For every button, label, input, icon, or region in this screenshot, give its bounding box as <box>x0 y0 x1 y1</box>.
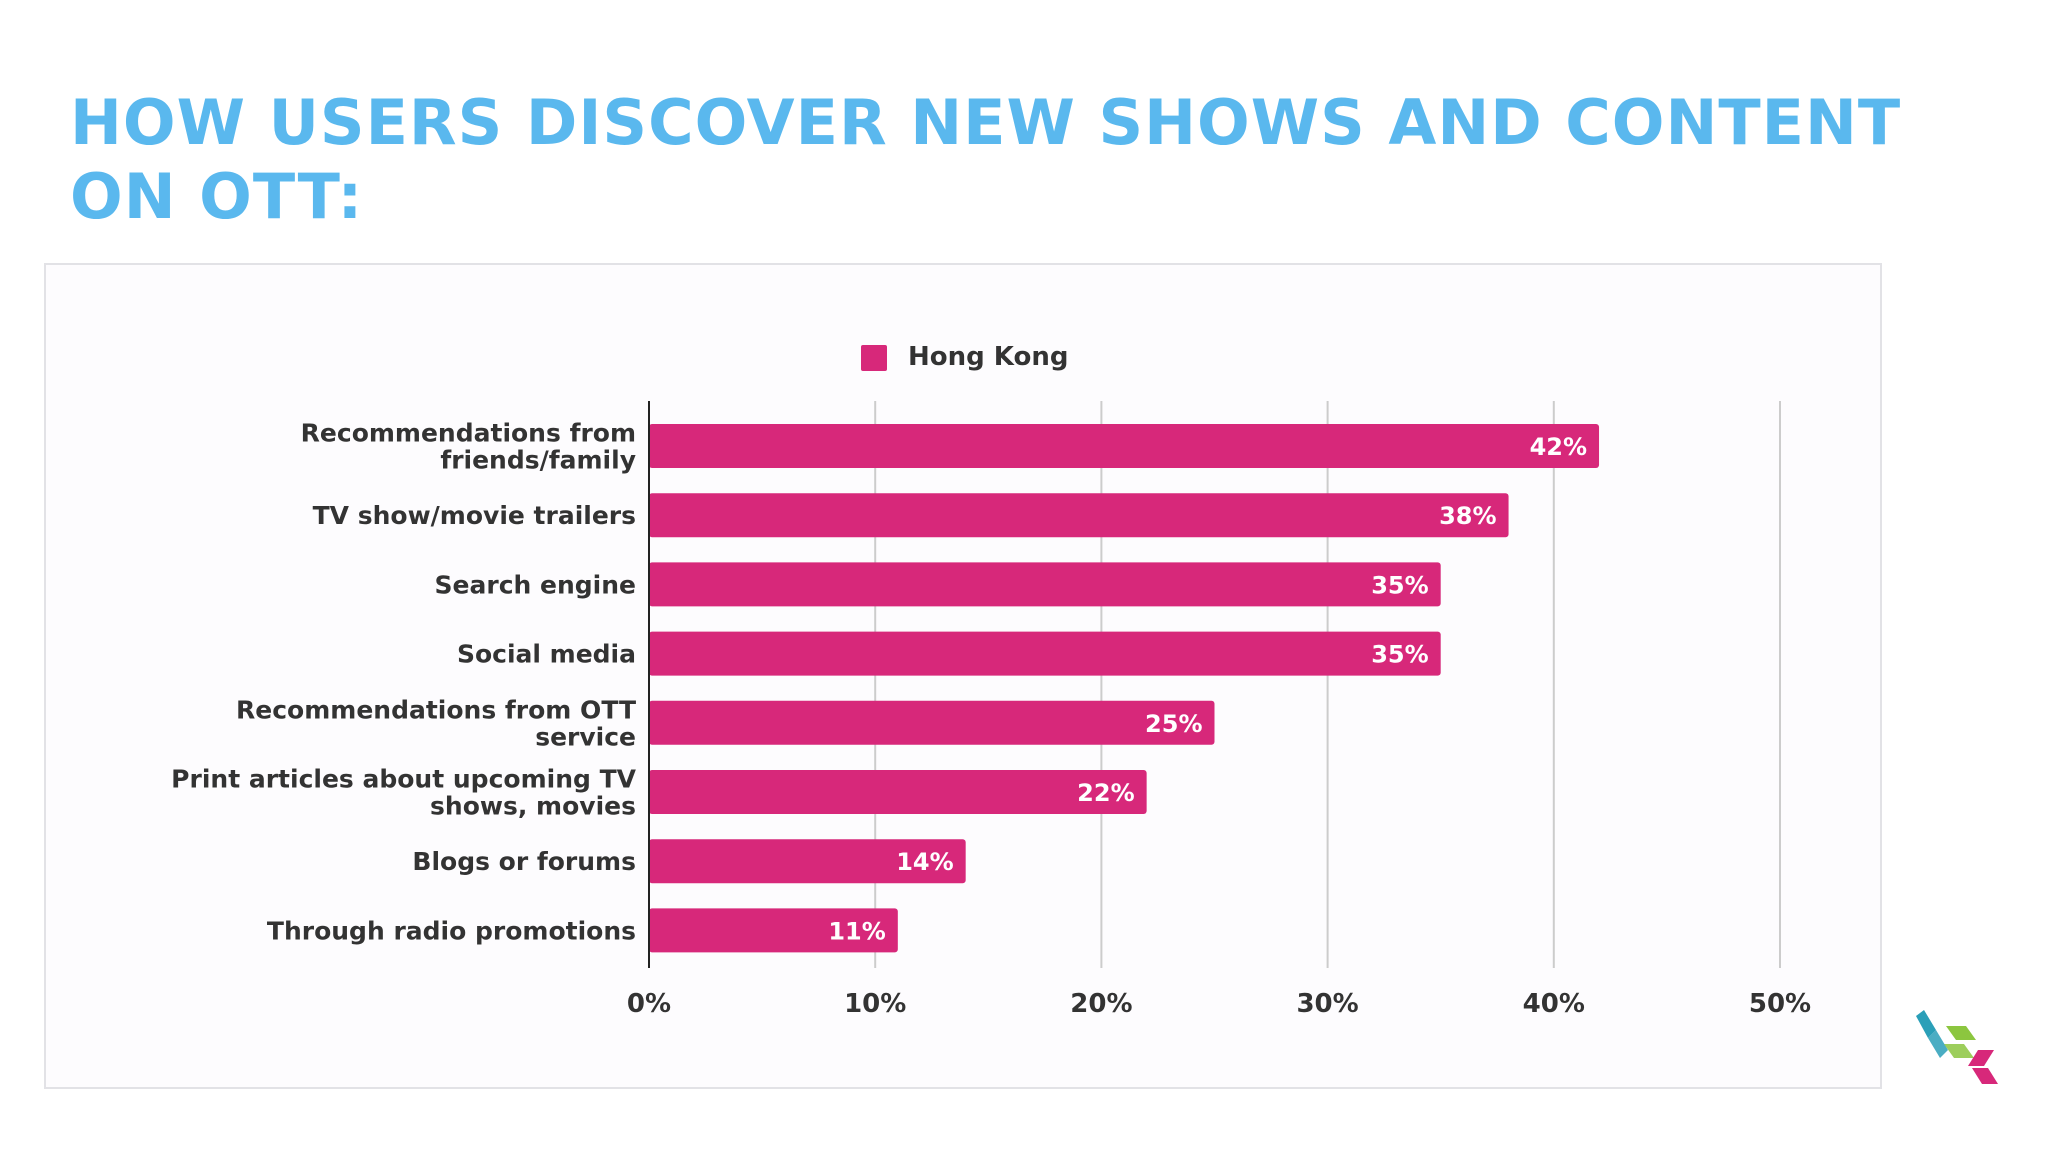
bar-value-label: 35% <box>1371 571 1428 599</box>
bar-value-label: 11% <box>828 917 885 945</box>
bar <box>649 839 966 884</box>
bar <box>649 700 1215 745</box>
bar <box>649 770 1147 814</box>
x-tick-label: 0% <box>627 989 671 1019</box>
x-tick-label: 30% <box>1296 989 1358 1019</box>
bar-value-label: 42% <box>1530 433 1587 461</box>
chart-card: Hong Kong 0% 10% 20% 30% 40% 50% 42% Recommendat… <box>44 263 1882 1089</box>
slide-title-line-1: HOW USERS DISCOVER NEW SHOWS AND CONTENT <box>70 86 1902 159</box>
bar <box>649 493 1509 538</box>
bar <box>649 562 1441 607</box>
category-label: Blogs or forums <box>412 847 636 876</box>
category-label: Through radio promotions <box>267 916 636 945</box>
bar <box>649 424 1600 468</box>
slide-title-line-2: ON OTT: <box>70 160 364 233</box>
x-tick-label: 40% <box>1523 989 1585 1019</box>
bar <box>649 631 1441 676</box>
category-label: friends/family <box>440 446 636 475</box>
category-label: Recommendations from <box>301 419 636 448</box>
bar-chart: Hong Kong 0% 10% 20% 30% 40% 50% 42% Recommendat… <box>171 342 1811 1019</box>
category-label: shows, movies <box>430 792 636 821</box>
bar-value-label: 35% <box>1371 641 1428 669</box>
bar-value-label: 14% <box>896 848 953 876</box>
bar-value-label: 22% <box>1077 779 1134 807</box>
category-label: Search engine <box>435 570 636 599</box>
bar <box>649 908 898 953</box>
bar-value-label: 38% <box>1439 502 1496 530</box>
x-tick-label: 50% <box>1749 989 1811 1019</box>
category-label: service <box>535 722 636 751</box>
slide-title: HOW USERS DISCOVER NEW SHOWS AND CONTENT… <box>70 86 1920 234</box>
x-tick-label: 10% <box>844 989 906 1019</box>
category-label: TV show/movie trailers <box>313 501 636 530</box>
brand-logo-icon <box>1916 1010 1998 1084</box>
legend-label: Hong Kong <box>908 342 1068 372</box>
category-label: Social media <box>457 640 636 669</box>
category-label: Recommendations from OTT <box>236 695 636 724</box>
legend-swatch <box>861 345 887 371</box>
category-label: Print articles about upcoming TV <box>171 765 636 794</box>
bar-value-label: 25% <box>1145 710 1202 738</box>
x-tick-label: 20% <box>1070 989 1132 1019</box>
